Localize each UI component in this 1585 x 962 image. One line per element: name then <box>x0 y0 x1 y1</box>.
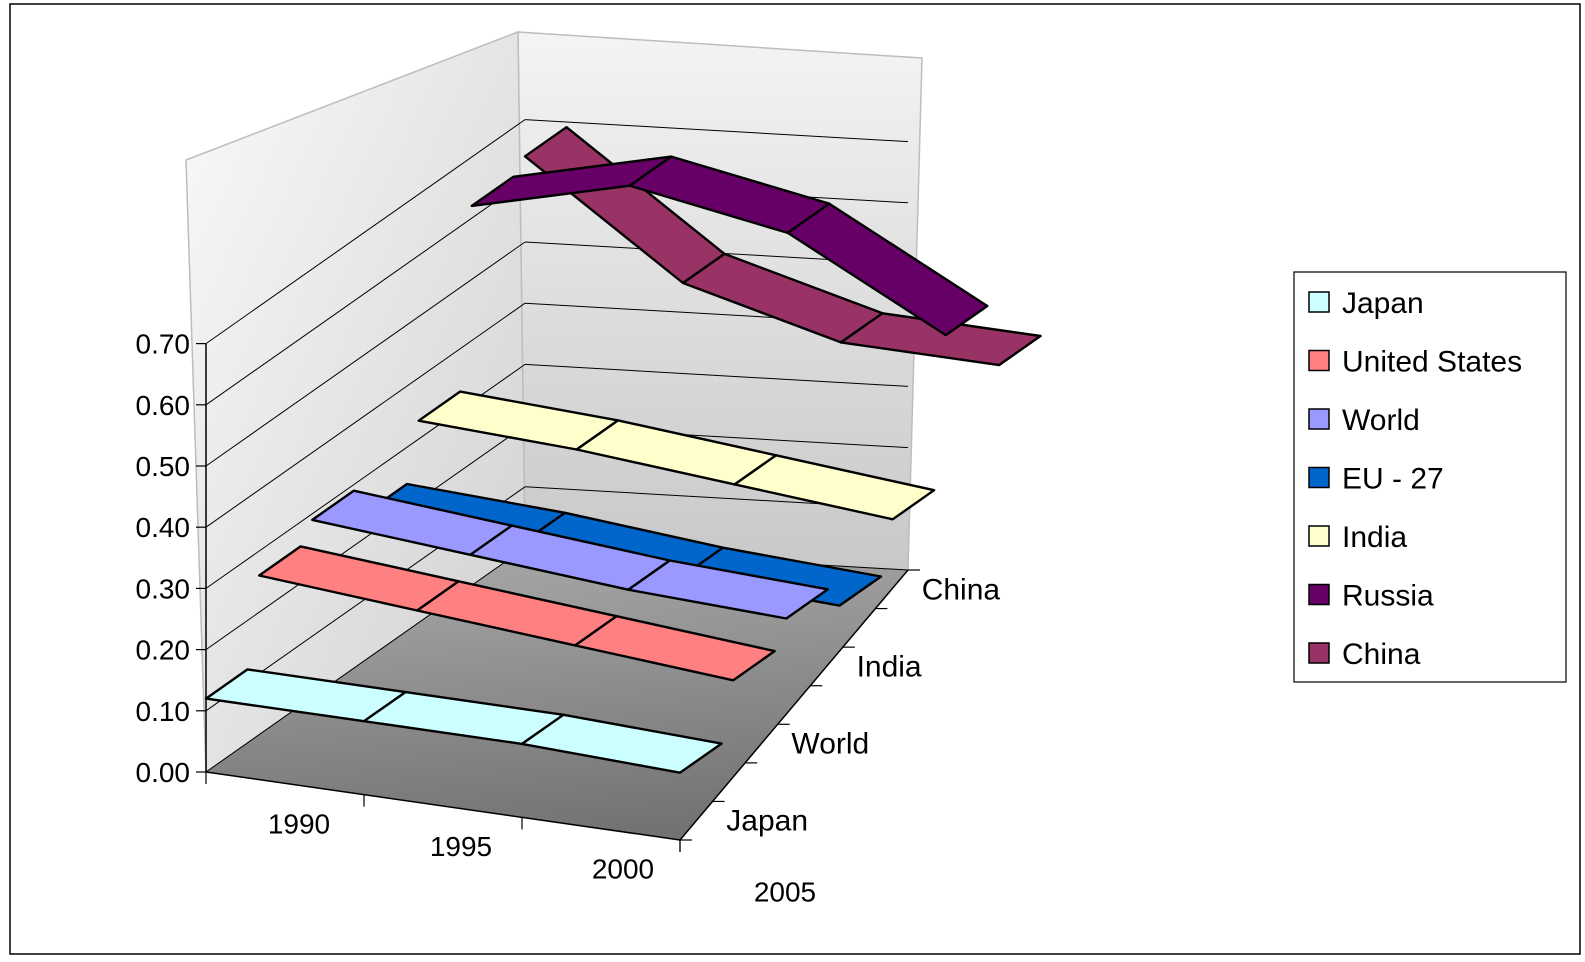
series-japan <box>204 668 723 774</box>
depth-tick-label: World <box>791 728 869 761</box>
legend-label: Japan <box>1342 287 1424 320</box>
depth-tick-label: China <box>922 573 1001 606</box>
gridline-side <box>205 180 526 406</box>
legend: Japan United States World EU - 27 India Russi… <box>1293 271 1567 683</box>
depth-tick-label: Japan <box>726 805 808 838</box>
series-ribbons <box>204 125 1042 774</box>
legend-label: Russia <box>1342 580 1434 613</box>
series-india <box>417 390 936 521</box>
y-tick-label: 0.10 <box>136 696 191 727</box>
gridline-side <box>205 425 526 651</box>
ribbon-segment <box>627 559 829 620</box>
ribbon-segment <box>839 312 1042 367</box>
ribbon-segment <box>520 713 723 774</box>
series-united-states <box>258 545 776 682</box>
legend-label: United States <box>1342 346 1522 379</box>
legend-box <box>1293 271 1567 683</box>
depth-axis-line <box>679 569 909 841</box>
x-axis-line <box>205 771 681 841</box>
series-world <box>311 489 829 620</box>
gridline-back <box>524 363 909 387</box>
x-tick-label: 2000 <box>592 854 654 885</box>
ribbon-segment <box>574 615 776 682</box>
x-tick-label: 1995 <box>430 831 492 862</box>
legend-swatch <box>1308 466 1330 489</box>
y-tick-label: 0.70 <box>136 329 191 360</box>
depth-tick-label: India <box>857 650 922 683</box>
y-tick-label: 0.50 <box>136 451 191 482</box>
y-tick-label: 0.30 <box>136 573 191 604</box>
gridline-side <box>205 119 526 345</box>
series-china <box>523 125 1042 367</box>
y-tick-label: 0.40 <box>136 512 191 543</box>
gridline-side <box>205 241 526 467</box>
legend-swatch <box>1308 642 1330 664</box>
y-tick-label: 0.60 <box>136 390 191 421</box>
legend-label: World <box>1342 404 1420 437</box>
x-tick-label: 1990 <box>268 808 330 839</box>
y-tick-label: 0.20 <box>136 635 191 666</box>
legend-swatch <box>1308 583 1330 606</box>
axes: 0.00 0.10 0.20 0.30 0.40 0.50 0.60 0.70 1990 1995… <box>136 329 1001 908</box>
x-tick-label: 2005 <box>754 876 816 907</box>
ribbon-segment <box>786 202 989 337</box>
legend-swatch <box>1308 349 1330 372</box>
ribbon-segment <box>733 454 936 521</box>
gridline-side <box>205 302 526 528</box>
series-russia <box>470 155 989 337</box>
gridline-back <box>524 119 909 143</box>
floor <box>206 548 908 840</box>
legend-swatch <box>1308 291 1330 313</box>
legend-swatch <box>1308 408 1330 430</box>
legend-label: India <box>1342 521 1407 554</box>
legend-swatch <box>1308 525 1330 547</box>
y-tick-label: 0.00 <box>136 757 191 788</box>
legend-label: EU - 27 <box>1342 463 1444 496</box>
legend-label: China <box>1342 638 1421 671</box>
